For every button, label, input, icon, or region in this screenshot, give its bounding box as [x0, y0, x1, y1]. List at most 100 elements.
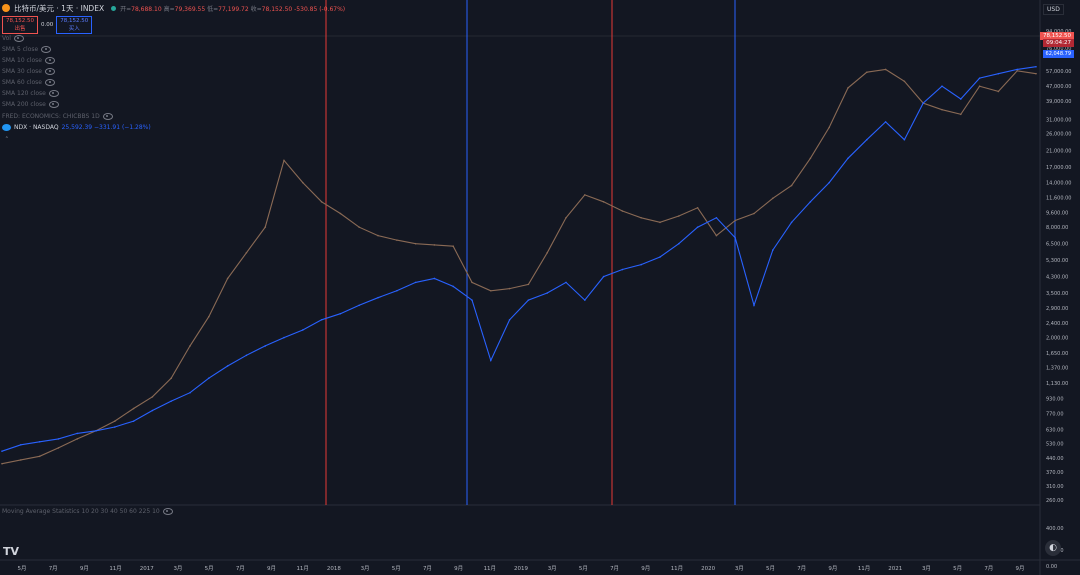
series-point	[696, 207, 699, 209]
series-point	[772, 249, 774, 251]
series-point	[960, 98, 962, 100]
buy-button[interactable]: 78,152.50 买入	[56, 16, 93, 34]
y-tick-label: 31,000.00	[1046, 117, 1071, 123]
ohlc-readout: 开=78,688.10 高=79,369.55 低=77,199.72 收=78…	[120, 5, 346, 13]
indicator-sma120[interactable]: SMA 120 close	[2, 90, 59, 97]
series-point	[433, 277, 436, 280]
series-point	[941, 108, 943, 111]
series-point	[189, 345, 191, 347]
indicator-sma10[interactable]: SMA 10 close	[2, 57, 55, 64]
y-tick-label: 2,900.00	[1046, 306, 1068, 312]
y-tick-label: 930.00	[1046, 397, 1064, 403]
series-point	[828, 181, 830, 184]
series-point	[245, 251, 248, 254]
x-tick-label: 7月	[236, 565, 245, 572]
eye-icon[interactable]	[102, 113, 113, 120]
series-point	[659, 256, 661, 258]
series-line	[1, 68, 1037, 465]
y-tick-label: 17,000.00	[1046, 165, 1071, 171]
series-point	[226, 277, 229, 280]
series-point	[433, 244, 436, 246]
eye-icon[interactable]	[13, 35, 24, 42]
series-point	[734, 219, 736, 222]
series-point	[696, 226, 699, 228]
y-tick-label: 440.00	[1046, 456, 1064, 462]
y-tick-label: 3,500.00	[1046, 291, 1068, 297]
y-tick-label: 6,500.00	[1046, 242, 1068, 248]
series-point	[76, 432, 78, 435]
indicator-sma30[interactable]: SMA 30 close	[2, 68, 55, 75]
series-point	[170, 400, 172, 402]
buy-price: 78,152.50	[60, 18, 89, 24]
series-point	[320, 201, 323, 203]
x-tick-label: 2017	[140, 566, 154, 572]
y-tick-label: 39,000.00	[1046, 99, 1071, 105]
y-tick-label: 57,000.00	[1046, 69, 1071, 75]
series-point	[283, 159, 285, 162]
x-tick-label: 2021	[888, 566, 902, 572]
x-tick-label: 5月	[579, 565, 588, 572]
x-tick-label: 11月	[484, 565, 497, 572]
eye-icon[interactable]	[45, 68, 55, 75]
ma-stats-pane-label[interactable]: Moving Average Statistics 10 20 30 40 50…	[2, 508, 173, 515]
compare-symbol: NDX · NASDAQ	[14, 124, 59, 131]
series-point	[414, 242, 417, 245]
chart-settings-icon[interactable]: ◐	[1045, 540, 1061, 556]
indicator-vol[interactable]: Vol	[2, 35, 24, 42]
series-point	[452, 285, 455, 288]
series-point	[95, 430, 97, 432]
eye-icon[interactable]	[48, 101, 59, 108]
eye-icon[interactable]	[45, 79, 55, 86]
collapse-legend-chevron-icon[interactable]: ˄	[5, 136, 9, 144]
x-tick-label: 11月	[671, 565, 684, 572]
eye-icon[interactable]	[45, 57, 55, 64]
x-tick-label: 5月	[953, 565, 962, 572]
y-tick-label: 400.00	[1046, 526, 1064, 532]
series-point	[264, 226, 267, 228]
y-tick-label: 0.00	[1046, 564, 1057, 570]
eye-icon[interactable]	[162, 508, 173, 515]
eye-icon[interactable]	[41, 46, 52, 53]
y-tick-label: 1,370.00	[1046, 366, 1068, 372]
eye-icon[interactable]	[48, 90, 59, 97]
series-point	[941, 85, 943, 87]
series-line	[1, 66, 1037, 452]
tradingview-logo[interactable]: TV	[3, 545, 20, 558]
series-point	[132, 420, 135, 422]
series-point	[38, 441, 41, 443]
series-point	[490, 359, 492, 362]
currency-selector[interactable]: USD	[1043, 4, 1064, 15]
series-point	[734, 237, 736, 239]
x-tick-label: 5月	[18, 565, 27, 572]
x-tick-label: 9月	[641, 565, 650, 572]
series-point	[132, 407, 135, 410]
series-point	[264, 345, 267, 347]
indicator-sma60[interactable]: SMA 60 close	[2, 79, 55, 86]
x-tick-label: 7月	[610, 565, 619, 572]
series-point	[527, 283, 530, 286]
series-point	[584, 299, 586, 301]
sell-button[interactable]: 78,152.50 出售	[2, 16, 38, 34]
y-tick-label: 26,000.00	[1046, 131, 1071, 137]
indicator-sma5[interactable]: SMA 5 close	[2, 46, 52, 53]
bitcoin-icon	[2, 4, 10, 12]
series-point	[978, 85, 981, 87]
sell-price: 78,152.50	[6, 18, 34, 24]
series-point	[640, 263, 642, 266]
series-point	[1016, 68, 1018, 71]
indicator-fred[interactable]: FRED: ECONOMICS: CHICBBS 1D	[2, 113, 113, 120]
indicator-sma200[interactable]: SMA 200 close	[2, 101, 59, 108]
series-point	[226, 365, 229, 367]
chart-header: 比特币/美元 · 1天 · INDEX 开=78,688.10 高=79,369…	[0, 0, 345, 16]
series-point	[847, 157, 849, 160]
series-point	[490, 289, 492, 292]
series-point	[659, 221, 661, 224]
x-tick-label: 2020	[701, 566, 715, 572]
compare-ndx[interactable]: NDX · NASDAQ 25,592.39 −331.91 (−1.28%)	[2, 124, 151, 131]
series-point	[584, 194, 586, 196]
x-tick-label: 7月	[797, 565, 806, 572]
series-point	[1, 450, 3, 452]
series-point	[621, 268, 624, 271]
symbol-title[interactable]: 比特币/美元 · 1天 · INDEX	[14, 3, 105, 13]
